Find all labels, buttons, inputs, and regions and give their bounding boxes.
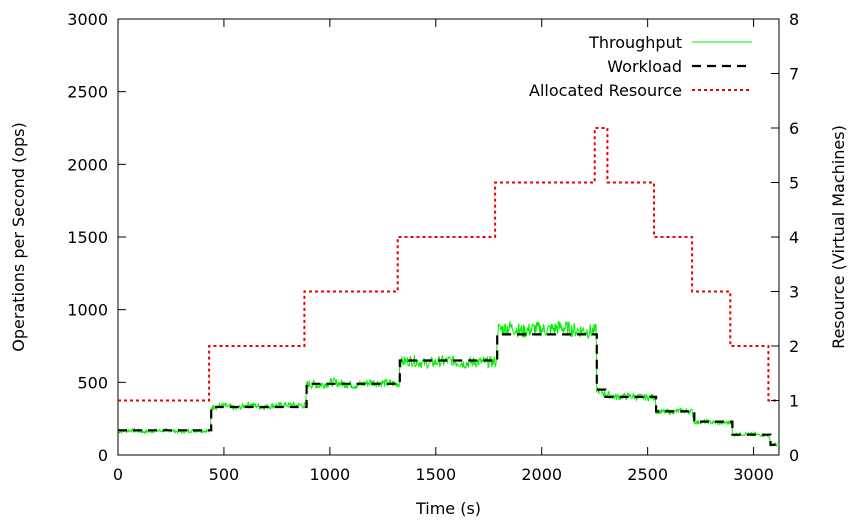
y2-tick-label: 8 bbox=[789, 10, 799, 29]
legend-label: Workload bbox=[607, 57, 682, 76]
ticks-layer: 0 500 1000 1500 2000 2500 3000 0 500 1000 1500 2000… bbox=[67, 10, 799, 484]
y2-tick-label: 7 bbox=[789, 65, 799, 84]
y2-tick-label: 6 bbox=[789, 119, 799, 138]
y2-tick-label: 2 bbox=[789, 337, 799, 356]
x-tick-label: 3000 bbox=[733, 465, 774, 484]
y-tick-label: 2000 bbox=[67, 155, 108, 174]
y2-tick-label: 5 bbox=[789, 174, 799, 193]
x-tick-label: 2500 bbox=[627, 465, 668, 484]
y2-tick-label: 0 bbox=[789, 446, 799, 465]
y-tick-label: 1500 bbox=[67, 228, 108, 247]
y-axis-label: Operations per Second (ops) bbox=[9, 122, 28, 351]
y-tick-label: 3000 bbox=[67, 10, 108, 29]
y2-axis-label: Resource (Virtual Machines) bbox=[829, 125, 848, 349]
series-line-workload bbox=[118, 333, 779, 446]
series-line-allocated-resource bbox=[118, 127, 779, 402]
y-tick-label: 2500 bbox=[67, 83, 108, 102]
x-tick-label: 2000 bbox=[521, 465, 562, 484]
y2-tick-label: 3 bbox=[789, 283, 799, 302]
legend: Throughput Workload Allocated Resource bbox=[529, 33, 752, 100]
x-tick-label: 1500 bbox=[415, 465, 456, 484]
x-tick-label: 500 bbox=[209, 465, 240, 484]
x-tick-label: 0 bbox=[113, 465, 123, 484]
y2-tick-label: 4 bbox=[789, 228, 799, 247]
y-tick-label: 500 bbox=[77, 373, 108, 392]
series-line-throughput bbox=[117, 320, 780, 448]
x-axis-label: Time (s) bbox=[415, 499, 481, 518]
legend-label: Throughput bbox=[588, 33, 682, 52]
legend-label: Allocated Resource bbox=[529, 81, 682, 100]
x-tick-label: 1000 bbox=[309, 465, 350, 484]
y-tick-label: 1000 bbox=[67, 301, 108, 320]
y2-tick-label: 1 bbox=[789, 392, 799, 411]
y-tick-label: 0 bbox=[98, 446, 108, 465]
series-layer bbox=[117, 127, 780, 448]
